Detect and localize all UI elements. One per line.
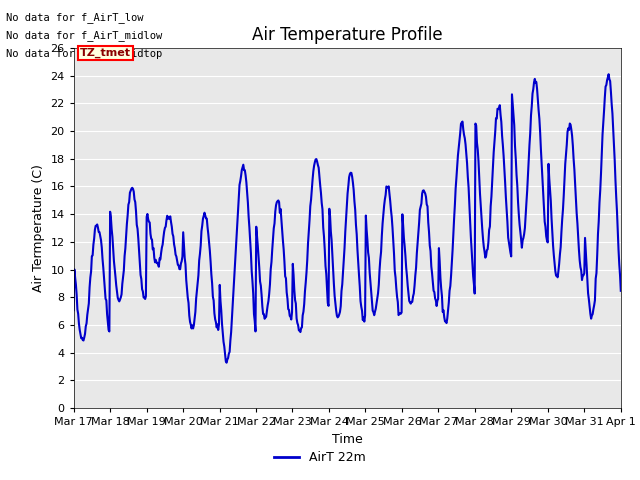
Y-axis label: Air Termperature (C): Air Termperature (C) bbox=[32, 164, 45, 292]
Title: Air Temperature Profile: Air Temperature Profile bbox=[252, 25, 442, 44]
Text: No data for f_AirT_low: No data for f_AirT_low bbox=[6, 12, 144, 23]
Text: No data for f_AirT_midtop: No data for f_AirT_midtop bbox=[6, 48, 163, 60]
Legend: AirT 22m: AirT 22m bbox=[269, 446, 371, 469]
X-axis label: Time: Time bbox=[332, 432, 363, 445]
Text: TZ_tmet: TZ_tmet bbox=[80, 48, 131, 58]
Text: No data for f_AirT_midlow: No data for f_AirT_midlow bbox=[6, 30, 163, 41]
